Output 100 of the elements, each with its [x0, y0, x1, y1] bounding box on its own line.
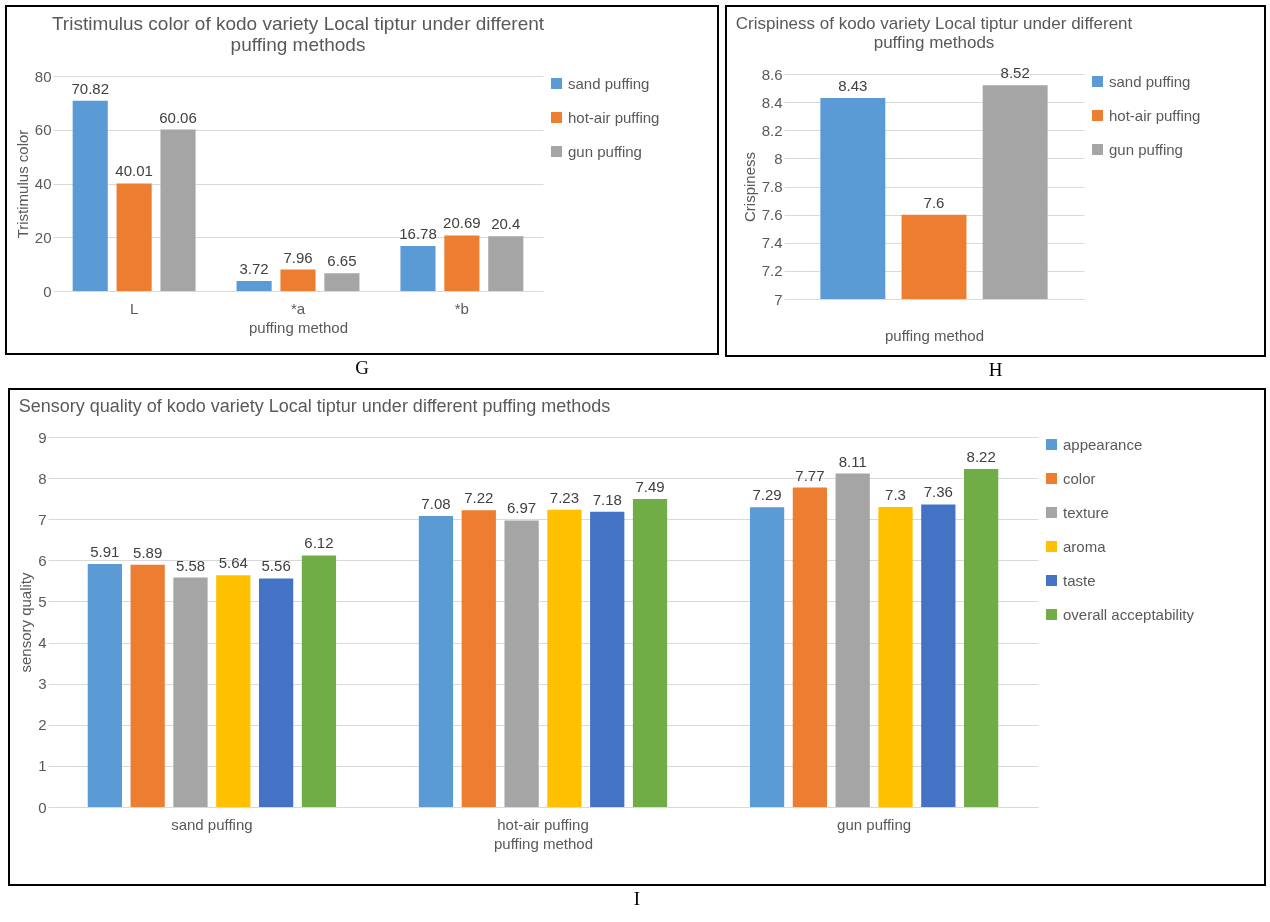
data-label: 5.91 — [90, 543, 120, 561]
bar — [258, 578, 294, 807]
data-label: 5.56 — [261, 557, 291, 575]
bar — [878, 506, 913, 807]
bar — [749, 507, 785, 807]
bar — [461, 510, 496, 807]
legend-label: hot-air puffing — [568, 108, 660, 126]
data-label: 5.58 — [175, 556, 206, 574]
y-tick-label: 2 — [38, 716, 47, 734]
bar — [964, 469, 999, 807]
data-label: 7.77 — [795, 466, 825, 484]
y-tick-label: 8.2 — [761, 121, 783, 139]
bar — [116, 183, 152, 291]
x-axis-title: puffing method — [494, 834, 593, 852]
data-label: 60.06 — [159, 108, 197, 126]
data-label: 8.11 — [838, 452, 867, 470]
data-label: 5.64 — [218, 554, 248, 572]
y-tick-label: 8 — [774, 149, 783, 167]
legend-label: sand puffing — [1109, 72, 1191, 90]
data-label: 7.23 — [549, 488, 580, 506]
data-label: 6.65 — [327, 252, 357, 270]
data-label: 7.18 — [592, 490, 622, 508]
bar — [160, 129, 196, 291]
x-tick-label: L — [129, 299, 139, 317]
y-tick-label: 4 — [38, 634, 47, 652]
bar — [400, 245, 436, 291]
data-label: 5.89 — [133, 543, 163, 561]
chart-title: Tristimulus color of kodo variety Local tiptur under different puffing methods — [51, 13, 545, 55]
y-tick-label: 9 — [38, 428, 47, 446]
legend-label: texture — [1063, 503, 1109, 521]
x-tick-label: gun puffing — [837, 815, 912, 833]
chart-title: Crispiness of kodo variety Local tiptur under different puffing methods — [735, 14, 1133, 53]
bar — [130, 564, 165, 807]
y-tick-label: 60 — [34, 121, 52, 139]
bar — [632, 499, 668, 807]
data-label: 7.29 — [752, 486, 782, 504]
bar — [590, 511, 625, 807]
text: G — [354, 357, 370, 379]
y-tick-label: 80 — [34, 67, 52, 85]
text: I — [632, 888, 642, 910]
bar — [72, 100, 108, 291]
legend-label: gun puffing — [1109, 140, 1183, 158]
bar — [173, 577, 208, 807]
bar — [835, 473, 870, 807]
text: H — [987, 359, 1004, 381]
bar — [216, 575, 251, 807]
bar — [444, 235, 480, 291]
y-tick-label: 8.4 — [761, 93, 783, 111]
legend-label: hot-air puffing — [1109, 106, 1201, 124]
bar — [87, 564, 122, 807]
y-axis-title: sensory quality — [17, 571, 35, 673]
bar — [547, 509, 582, 807]
data-label: 8.43 — [838, 76, 868, 94]
bar — [792, 487, 828, 807]
y-tick-label: 7.8 — [761, 178, 783, 195]
data-label: 7.36 — [923, 483, 953, 501]
y-tick-label: 1 — [38, 757, 47, 775]
bar — [280, 269, 316, 291]
y-tick-label: 6 — [38, 551, 47, 569]
data-label: 7.3 — [885, 485, 906, 503]
data-label: 20.4 — [491, 215, 521, 233]
bar — [301, 555, 337, 807]
legend-label: color — [1063, 469, 1096, 487]
legend-label: appearance — [1063, 435, 1143, 453]
y-tick-label: 20 — [34, 228, 52, 246]
y-tick-label: 40 — [34, 175, 52, 192]
y-tick-label: 8.6 — [761, 65, 783, 83]
x-tick-label: sand puffing — [171, 815, 253, 833]
y-tick-label: 3 — [38, 675, 47, 693]
data-label: 7.49 — [635, 478, 665, 496]
x-tick-label: *b — [454, 299, 469, 317]
data-label: 70.82 — [71, 79, 109, 97]
bar — [921, 504, 956, 807]
bar — [418, 515, 454, 807]
legend-label: taste — [1063, 571, 1096, 589]
legend-label: gun puffing — [568, 142, 642, 160]
y-tick-label: 8 — [38, 469, 47, 487]
data-label: 20.69 — [443, 214, 481, 232]
data-label: 6.97 — [506, 499, 537, 517]
data-label: 7.08 — [421, 494, 451, 512]
x-axis-title: puffing method — [885, 326, 984, 344]
data-label: 6.12 — [304, 534, 334, 552]
y-tick-label: 7.4 — [761, 234, 783, 252]
legend-label: sand puffing — [568, 74, 650, 92]
bar — [236, 281, 272, 291]
data-label: 16.78 — [399, 224, 437, 242]
y-tick-label: 0 — [38, 798, 47, 816]
bar — [504, 520, 539, 807]
x-axis-title: puffing method — [249, 318, 348, 336]
y-tick-label: 7.2 — [761, 262, 783, 280]
data-label: 8.52 — [1000, 64, 1030, 82]
y-tick-label: 7.6 — [761, 206, 783, 224]
x-tick-label: *a — [290, 299, 306, 317]
x-tick-label: hot-air puffing — [497, 815, 589, 833]
y-axis-title: Tristimulus color — [13, 129, 31, 239]
legend-label: overall acceptability — [1063, 605, 1195, 623]
chart-title: Sensory quality of kodo variety Local tiptur under different puffing methods — [18, 396, 611, 416]
bar — [488, 236, 524, 291]
y-tick-label: 0 — [43, 282, 52, 300]
y-tick-label: 5 — [38, 592, 47, 610]
